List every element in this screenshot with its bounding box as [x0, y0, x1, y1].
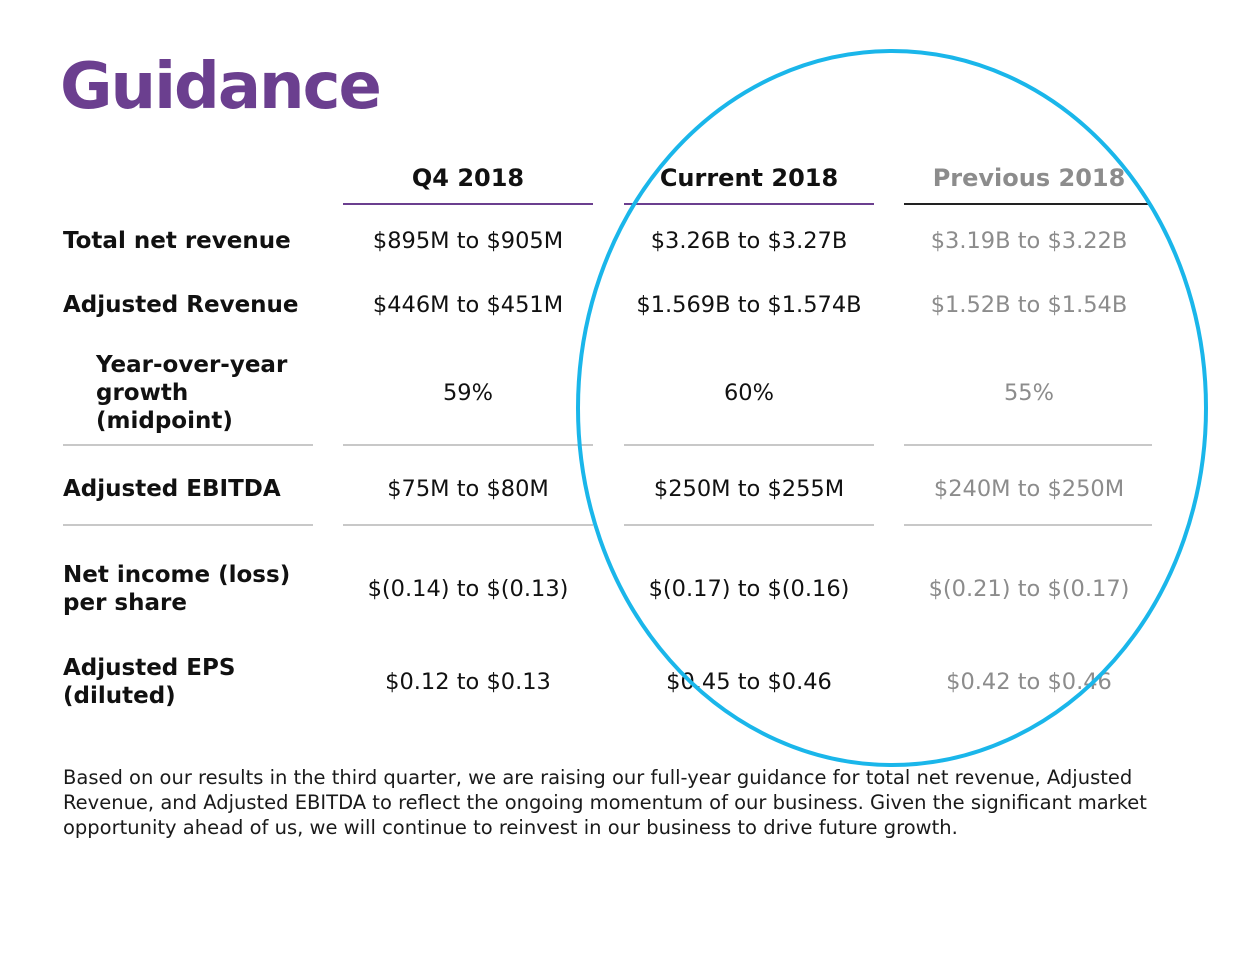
row-divider — [624, 444, 874, 446]
table-cell: $250M to $255M — [653, 476, 845, 502]
column-header-previous-2018: Previous 2018 — [932, 164, 1126, 192]
column-header-underline — [624, 203, 874, 205]
row-divider — [624, 524, 874, 526]
table-cell: $1.52B to $1.54B — [930, 292, 1128, 318]
row-divider — [904, 524, 1152, 526]
footnote-text: Based on our results in the third quarte… — [63, 766, 1147, 839]
table-cell: 59% — [442, 380, 493, 406]
column-header-q4-2018: Q4 2018 — [411, 164, 525, 192]
column-header-underline — [904, 203, 1148, 205]
row-label-adjusted-eps: Adjusted EPS (diluted) — [63, 655, 236, 709]
table-cell: $75M to $80M — [387, 476, 549, 502]
table-cell: $0.12 to $0.13 — [385, 669, 551, 695]
table-cell: $(0.17) to $(0.16) — [648, 576, 850, 602]
row-divider — [904, 444, 1152, 446]
table-cell: $240M to $250M — [933, 476, 1125, 502]
table-cell: 60% — [723, 380, 774, 406]
row-label-adjusted-ebitda: Adjusted EBITDA — [63, 476, 281, 502]
table-cell: $895M to $905M — [372, 228, 564, 254]
row-label-total-net-revenue: Total net revenue — [63, 228, 291, 254]
table-cell: $3.26B to $3.27B — [650, 228, 848, 254]
row-label-adjusted-revenue: Adjusted Revenue — [63, 292, 299, 318]
table-cell: $446M to $451M — [372, 292, 564, 318]
column-header-current-2018: Current 2018 — [659, 164, 839, 192]
table-cell: $0.45 to $0.46 — [666, 669, 832, 695]
table-cell: $0.42 to $0.46 — [946, 669, 1112, 695]
column-header-underline — [343, 203, 593, 205]
row-divider — [343, 524, 593, 526]
row-label-yoy-growth: Year-over-year growth (midpoint) — [96, 352, 288, 434]
table-cell: $3.19B to $3.22B — [930, 228, 1128, 254]
row-label-net-income-per-share: Net income (loss) per share — [63, 562, 291, 616]
row-divider — [63, 524, 313, 526]
table-cell: $(0.14) to $(0.13) — [367, 576, 569, 602]
page-title: Guidance — [60, 50, 382, 124]
table-cell: $(0.21) to $(0.17) — [928, 576, 1130, 602]
table-cell: 55% — [1003, 380, 1054, 406]
row-divider — [63, 444, 313, 446]
table-cell: $1.569B to $1.574B — [636, 292, 862, 318]
row-divider — [343, 444, 593, 446]
